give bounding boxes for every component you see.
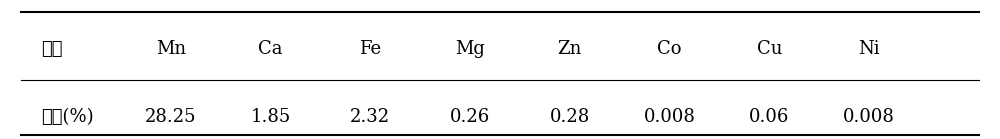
Text: 1.85: 1.85	[251, 108, 291, 126]
Text: 28.25: 28.25	[145, 108, 197, 126]
Text: 0.28: 0.28	[550, 108, 590, 126]
Text: Co: Co	[657, 40, 682, 58]
Text: Zn: Zn	[558, 40, 582, 58]
Text: Cu: Cu	[757, 40, 782, 58]
Text: 含量(%): 含量(%)	[41, 108, 94, 126]
Text: 0.06: 0.06	[749, 108, 789, 126]
Text: Ni: Ni	[858, 40, 880, 58]
Text: 0.26: 0.26	[450, 108, 490, 126]
Text: 0.008: 0.008	[843, 108, 895, 126]
Text: 2.32: 2.32	[350, 108, 390, 126]
Text: 0.008: 0.008	[644, 108, 695, 126]
Text: Mn: Mn	[156, 40, 186, 58]
Text: Mg: Mg	[455, 40, 485, 58]
Text: Fe: Fe	[359, 40, 381, 58]
Text: Ca: Ca	[258, 40, 283, 58]
Text: 元素: 元素	[41, 40, 63, 58]
